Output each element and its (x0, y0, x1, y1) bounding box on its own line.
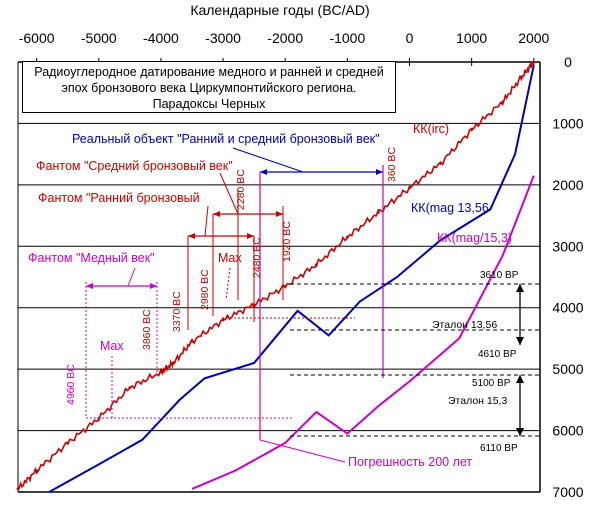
annot-phantom-copper: Фантом "Медный век" (28, 251, 155, 265)
right-tick-label: 3000 (552, 238, 583, 254)
bc-label: 3370 BC (171, 291, 183, 332)
data-point (16, 487, 20, 491)
arrowhead (86, 283, 93, 289)
chart-subtitle: Парадоксы Черных (152, 97, 266, 111)
bc-label: 1920 BC (281, 221, 293, 262)
data-point (283, 284, 287, 288)
arrowhead (516, 428, 524, 436)
bc-label: 2980 BC (199, 269, 211, 310)
data-point (470, 128, 474, 131)
annot-phantom-middle-pointer (219, 172, 239, 215)
arrowhead (276, 211, 283, 217)
annot-max-1-pointer (225, 267, 231, 301)
bp-label: 5100 BP (472, 378, 511, 389)
gridlines (17, 58, 541, 493)
data-point (66, 441, 70, 445)
series-label-mag1356: КК(mag 13,56 (411, 201, 489, 215)
annot-error-pointer (259, 439, 346, 463)
arrowhead (150, 283, 157, 289)
arrowhead (516, 284, 524, 292)
bc-label: 2280 BC (235, 169, 247, 210)
bc-label: 4960 BC (65, 364, 77, 405)
right-tick-labels: 0 1000 2000 3000 4000 5000 6000 7000 (552, 54, 583, 500)
arrowhead (213, 211, 220, 217)
top-axis-title: Календарные годы (BC/AD) (190, 2, 369, 18)
arrowhead (516, 375, 524, 383)
data-point (314, 263, 318, 267)
data-point (408, 186, 411, 190)
top-tick-label: 0 (406, 30, 414, 46)
bc-label: 2480 BC (251, 237, 263, 278)
bc-label: 360 BC (386, 147, 398, 182)
series-line-KK(mag15,3) (191, 175, 535, 490)
top-tick-labels: -6000 -5000 -4000 -3000 -2000 -1000 0 1000 2000 (19, 30, 550, 46)
right-tick-label: 5000 (552, 361, 583, 377)
right-tick-label: 0 (564, 54, 572, 70)
data-point (439, 161, 442, 165)
data-point (159, 370, 163, 374)
arrowhead (260, 169, 267, 175)
data-point (519, 75, 523, 79)
annot-phantom-middle: Фантом "Средний бронзовый век" (36, 159, 233, 173)
series-label-irc: КК(irc) (413, 122, 449, 136)
etalon-label: Эталон 15,3 (448, 395, 507, 407)
data-point (377, 211, 380, 214)
annot-real-object: Реальный объект "Ранний и средний бронзо… (72, 132, 380, 146)
data-point (35, 469, 39, 472)
top-tick-label: 1000 (456, 30, 487, 46)
data-point (171, 361, 175, 365)
annot-phantom-copper-pointer (127, 267, 136, 287)
top-tick-label: -3000 (205, 30, 241, 46)
title-box: Радиоуглеродное датирование медного и ра… (22, 61, 396, 113)
annot-phantom-early: Фантом "Ранний бронзовый (38, 191, 200, 205)
chart-title: Радиоуглеродное датирование медного и ра… (34, 65, 384, 95)
bp-label: 6110 BP (480, 443, 518, 454)
data-point (501, 100, 505, 104)
bp-label: 4610 BP (478, 349, 517, 360)
right-tick-label: 2000 (552, 177, 583, 193)
series-line-KK(irc) (17, 61, 535, 490)
annot-phantom-early-pointer (204, 205, 209, 237)
series-label-mag153: КК(mag/15,3) (437, 231, 512, 245)
right-tick-label: 6000 (552, 423, 583, 439)
annot-max-1: Max (218, 251, 242, 265)
annot-max-2: Max (100, 339, 124, 353)
annot-real-object-pointer (232, 147, 304, 173)
top-tick-label: -1000 (329, 30, 365, 46)
top-tick-label: -5000 (81, 30, 117, 46)
arrowhead (376, 169, 383, 175)
top-tick-label: 2000 (518, 30, 549, 46)
right-tick-label: 1000 (552, 115, 583, 131)
right-tick-label: 4000 (552, 300, 583, 316)
series-group (16, 60, 536, 493)
top-tick-label: -6000 (19, 30, 55, 46)
data-point (221, 318, 225, 322)
top-tick-label: -4000 (143, 30, 179, 46)
right-tick-label: 7000 (552, 484, 583, 500)
arrowhead (516, 337, 524, 345)
arrowhead (188, 233, 195, 239)
data-point (532, 60, 536, 64)
data-point (345, 235, 349, 239)
data-point (190, 340, 194, 343)
arrowhead (247, 233, 254, 239)
series-line-KK(mag13,56) (48, 64, 535, 493)
top-tick-label: -2000 (267, 30, 303, 46)
etalon-label: Эталон 13,56 (432, 319, 497, 331)
annot-error: Погрешность 200 лет (348, 455, 472, 469)
bp-label: 3610 BP (480, 270, 519, 281)
annotations-group: КК(irc) КК(mag 13,56 КК(mag/15,3) Реальный … (28, 122, 540, 469)
data-point (128, 386, 132, 389)
bc-label: 3860 BC (141, 309, 153, 350)
